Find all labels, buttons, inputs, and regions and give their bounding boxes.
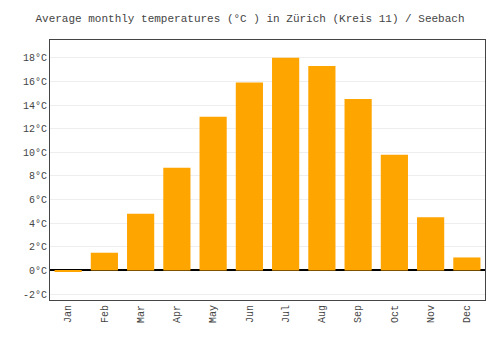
svg-text:8°C: 8°C — [29, 171, 47, 182]
svg-text:10°C: 10°C — [23, 148, 47, 159]
svg-text:Average monthly temperatures (: Average monthly temperatures (°C ) in Zü… — [35, 13, 464, 25]
svg-text:0°C: 0°C — [29, 266, 47, 277]
svg-text:Oct: Oct — [390, 305, 401, 323]
svg-text:Mar: Mar — [136, 305, 147, 323]
svg-text:18°C: 18°C — [23, 53, 47, 64]
svg-text:-2°C: -2°C — [23, 290, 47, 301]
svg-text:Apr: Apr — [172, 305, 183, 323]
svg-text:Jan: Jan — [63, 305, 74, 323]
svg-text:Dec: Dec — [462, 305, 473, 323]
svg-text:14°C: 14°C — [23, 101, 47, 112]
svg-text:Jun: Jun — [245, 305, 256, 323]
svg-text:2°C: 2°C — [29, 242, 47, 253]
svg-text:6°C: 6°C — [29, 195, 47, 206]
svg-text:16°C: 16°C — [23, 77, 47, 88]
svg-text:Nov: Nov — [426, 305, 437, 323]
svg-text:Feb: Feb — [100, 305, 111, 323]
svg-text:Jul: Jul — [281, 305, 292, 323]
svg-text:Sep: Sep — [353, 305, 364, 323]
svg-text:May: May — [208, 305, 219, 323]
svg-text:Aug: Aug — [317, 305, 328, 323]
svg-text:12°C: 12°C — [23, 124, 47, 135]
svg-text:4°C: 4°C — [29, 219, 47, 230]
